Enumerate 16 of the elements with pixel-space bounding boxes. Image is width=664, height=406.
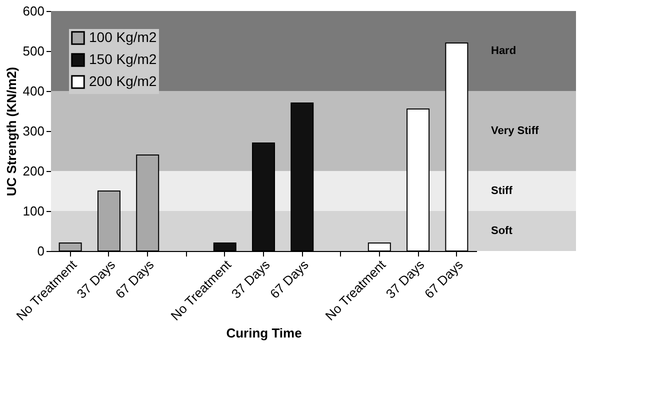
y-axis-title: UC Strength (KN/m2) xyxy=(4,66,19,196)
y-tick-label: 600 xyxy=(22,4,44,18)
band-label: Very Stiff xyxy=(491,125,540,137)
legend-label: 100 Kg/m2 xyxy=(89,29,157,45)
legend-label: 200 Kg/m2 xyxy=(89,73,157,89)
y-tick-label: 500 xyxy=(22,44,44,58)
y-tick-label: 400 xyxy=(22,84,44,98)
y-tick-label: 100 xyxy=(22,204,44,218)
y-tick-label: 200 xyxy=(22,164,44,178)
band-label: Hard xyxy=(491,45,516,57)
band-label: Stiff xyxy=(491,185,513,197)
x-axis-title: Curing Time xyxy=(226,326,302,341)
band-label: Soft xyxy=(491,225,513,237)
legend-label: 150 Kg/m2 xyxy=(89,51,157,67)
y-tick-label: 0 xyxy=(37,244,44,258)
y-tick-label: 300 xyxy=(22,124,44,138)
